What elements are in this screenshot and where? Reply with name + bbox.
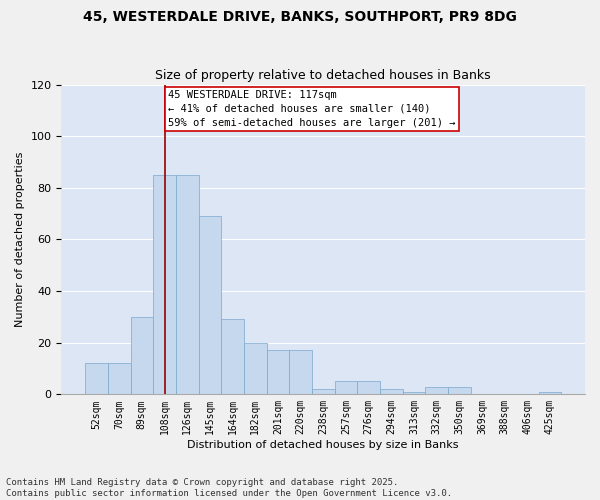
- Bar: [266, 350, 289, 395]
- Y-axis label: Number of detached properties: Number of detached properties: [15, 152, 25, 327]
- Bar: [425, 386, 448, 394]
- Bar: [131, 317, 153, 394]
- Bar: [539, 392, 561, 394]
- Title: Size of property relative to detached houses in Banks: Size of property relative to detached ho…: [155, 69, 491, 82]
- Bar: [448, 386, 470, 394]
- Bar: [153, 175, 176, 394]
- Bar: [357, 382, 380, 394]
- Bar: [244, 342, 266, 394]
- Bar: [403, 392, 425, 394]
- Bar: [380, 389, 403, 394]
- Bar: [85, 364, 108, 394]
- Text: 45 WESTERDALE DRIVE: 117sqm
← 41% of detached houses are smaller (140)
59% of se: 45 WESTERDALE DRIVE: 117sqm ← 41% of det…: [168, 90, 455, 128]
- Bar: [312, 389, 335, 394]
- Text: 45, WESTERDALE DRIVE, BANKS, SOUTHPORT, PR9 8DG: 45, WESTERDALE DRIVE, BANKS, SOUTHPORT, …: [83, 10, 517, 24]
- Bar: [199, 216, 221, 394]
- Bar: [289, 350, 312, 395]
- Bar: [108, 364, 131, 394]
- Bar: [176, 175, 199, 394]
- Bar: [221, 320, 244, 394]
- X-axis label: Distribution of detached houses by size in Banks: Distribution of detached houses by size …: [187, 440, 459, 450]
- Bar: [335, 382, 357, 394]
- Text: Contains HM Land Registry data © Crown copyright and database right 2025.
Contai: Contains HM Land Registry data © Crown c…: [6, 478, 452, 498]
